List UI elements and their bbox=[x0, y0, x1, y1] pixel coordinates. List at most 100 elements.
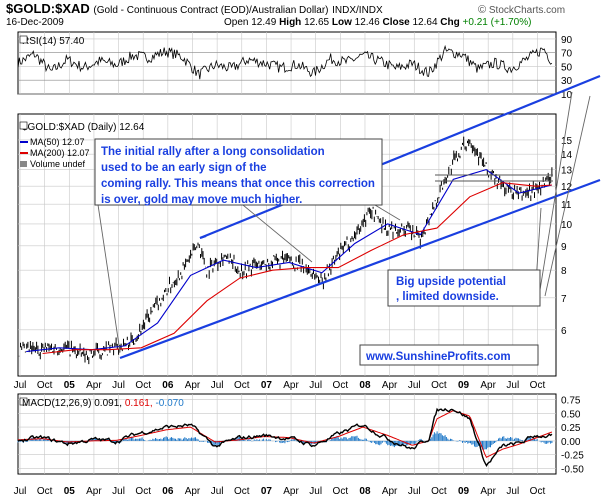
macd-x-tick-label: 09 bbox=[458, 486, 470, 497]
price-x-tick-label: 05 bbox=[64, 380, 76, 391]
macd-x-tick-label: 07 bbox=[261, 486, 273, 497]
macd-x-tick-label: Jul bbox=[211, 486, 224, 497]
annotation-pointer bbox=[544, 95, 591, 297]
price-x-tick-label: Apr bbox=[185, 380, 201, 391]
rsi-y-tick-label: 50 bbox=[561, 62, 573, 73]
macd-y-tick-label: 0.75 bbox=[561, 396, 581, 407]
close-value: 12.64 bbox=[412, 17, 438, 28]
macd-line bbox=[17, 407, 553, 467]
price-x-tick-label: Apr bbox=[382, 380, 398, 391]
rsi-panel-frame bbox=[17, 31, 557, 95]
chart-date: 16-Dec-2009 bbox=[6, 17, 64, 28]
macd-legend-label: MACD(12,26,9) 0.091, 0.161, -0.070 bbox=[22, 398, 184, 409]
macd-x-tick-label: Jul bbox=[112, 486, 125, 497]
rsi-y-tick-label: 30 bbox=[561, 76, 573, 87]
open-value: 12.49 bbox=[251, 17, 277, 28]
macd-panel-frame bbox=[17, 393, 557, 475]
annotation-pointer bbox=[96, 197, 121, 353]
macd-y-tick-label: 0.25 bbox=[561, 423, 581, 434]
exchange-label: INDX/INDX bbox=[332, 5, 383, 16]
ma200-legend: MA(200) 12.07 bbox=[30, 148, 90, 158]
ohlc-readout: Open 12.49 High 12.65 Low 12.46 Close 12… bbox=[224, 17, 531, 28]
price-bars bbox=[17, 136, 553, 365]
macd-y-tick-label: -0.50 bbox=[561, 464, 584, 475]
macd-x-tick-label: Jul bbox=[309, 486, 322, 497]
symbol-description: (Gold - Continuous Contract (EOD)/Austra… bbox=[93, 5, 329, 16]
price-x-tick-label: Apr bbox=[480, 380, 496, 391]
chg-value: +0.21 (+1.70%) bbox=[462, 17, 532, 28]
annotation-main-line: The initial rally after a long consolida… bbox=[101, 146, 325, 158]
macd-x-tick-label: Oct bbox=[431, 486, 447, 497]
price-x-tick-label: Oct bbox=[530, 380, 546, 391]
volume-legend: Volume undef bbox=[30, 159, 86, 169]
price-x-tick-label: 06 bbox=[162, 380, 174, 391]
brand-logo[interactable]: © StockCharts.com bbox=[478, 4, 565, 16]
rsi-y-tick-label: 70 bbox=[561, 49, 573, 60]
macd-x-tick-label: Jul bbox=[506, 486, 519, 497]
price-y-tick-label: 14 bbox=[561, 150, 573, 161]
price-x-tick-label: Jul bbox=[14, 380, 27, 391]
price-x-tick-label: Oct bbox=[234, 380, 250, 391]
macd-legend-box bbox=[19, 397, 28, 406]
high-value: 12.65 bbox=[304, 17, 330, 28]
ma50-line bbox=[26, 168, 553, 353]
volume-legend-icon bbox=[20, 161, 27, 167]
macd-legend-value: 0.091, bbox=[94, 398, 125, 409]
price-y-tick-label: 15 bbox=[561, 136, 573, 147]
macd-y-tick-label: 0.50 bbox=[561, 409, 581, 420]
ma50-legend: MA(50) 12.07 bbox=[30, 137, 85, 147]
price-x-tick-label: 08 bbox=[359, 380, 371, 391]
close-label: Close bbox=[382, 17, 410, 28]
macd-x-tick-label: Apr bbox=[480, 486, 496, 497]
annotation-main-line: used to be an early sign of the bbox=[101, 162, 267, 174]
price-y-tick-label: 6 bbox=[561, 326, 567, 337]
price-y-tick-label: 7 bbox=[561, 294, 567, 305]
price-y-tick-label: 9 bbox=[561, 242, 567, 253]
open-label: Open bbox=[224, 17, 249, 28]
macd-x-tick-label: Oct bbox=[530, 486, 546, 497]
macd-x-tick-label: Oct bbox=[135, 486, 151, 497]
rsi-line bbox=[17, 44, 553, 80]
price-legend-box bbox=[19, 121, 28, 130]
upper-trendline bbox=[199, 74, 601, 240]
price-x-tick-label: Jul bbox=[408, 380, 421, 391]
rsi-legend: RSI(14) 57.40 bbox=[22, 36, 85, 47]
macd-x-tick-label: Oct bbox=[234, 486, 250, 497]
lower-trendline bbox=[119, 178, 601, 360]
macd-legend-hist: -0.070 bbox=[155, 398, 184, 409]
macd-x-tick-label: Jul bbox=[14, 486, 27, 497]
price-x-tick-label: Jul bbox=[211, 380, 224, 391]
macd-x-tick-label: Jul bbox=[408, 486, 421, 497]
annotation-potential-line: , limited downside. bbox=[396, 291, 499, 303]
price-x-tick-label: 07 bbox=[261, 380, 273, 391]
upper-trendline-start bbox=[199, 234, 207, 240]
price-y-tick-label: 10 bbox=[561, 220, 573, 231]
high-label: High bbox=[279, 17, 302, 28]
price-x-tick-label: Apr bbox=[86, 380, 102, 391]
rsi-legend-box bbox=[19, 35, 28, 44]
low-value: 12.46 bbox=[354, 17, 380, 28]
macd-legend-signal: 0.161, bbox=[125, 398, 156, 409]
price-legend-symbol: $GOLD:$XAD (Daily) 12.64 bbox=[22, 122, 145, 133]
macd-x-tick-label: Oct bbox=[333, 486, 349, 497]
price-y-tick-label: 12 bbox=[561, 182, 573, 193]
price-x-tick-label: Jul bbox=[506, 380, 519, 391]
annotation-pointer bbox=[231, 195, 313, 263]
annotation-pointer bbox=[539, 91, 573, 291]
brand-text: StockCharts.com bbox=[488, 5, 566, 16]
chg-label: Chg bbox=[440, 17, 460, 28]
macd-y-tick-label: -0.25 bbox=[561, 451, 584, 462]
macd-x-tick-label: Apr bbox=[86, 486, 102, 497]
website-box bbox=[359, 344, 539, 366]
rsi-y-tick-label: 10 bbox=[561, 90, 573, 101]
annotation-main-line: is over, gold may move much higher. bbox=[101, 194, 302, 206]
macd-x-tick-label: Apr bbox=[382, 486, 398, 497]
price-x-tick-label: Oct bbox=[135, 380, 151, 391]
website-url: www.SunshineProfits.com bbox=[365, 351, 511, 363]
copyright-icon: © bbox=[478, 4, 487, 16]
low-label: Low bbox=[331, 17, 352, 28]
price-x-tick-label: Jul bbox=[309, 380, 322, 391]
macd-y-tick-label: 0.00 bbox=[561, 437, 581, 448]
price-x-tick-label: 09 bbox=[458, 380, 470, 391]
